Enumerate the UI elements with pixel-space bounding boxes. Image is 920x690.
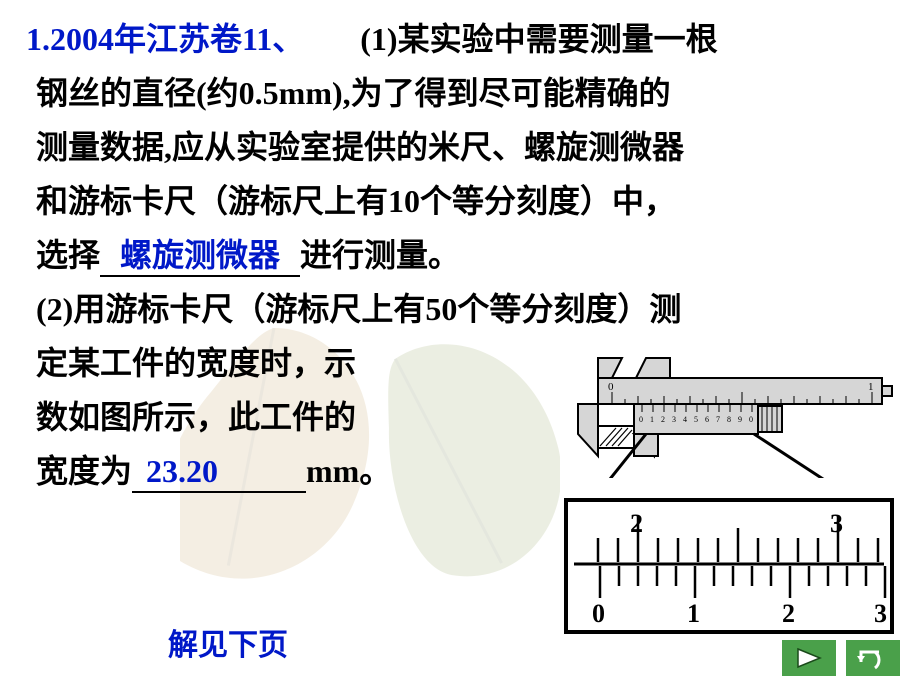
q1-line2: 钢丝的直径(约0.5mm),为了得到尽可能精确的 (36, 66, 906, 120)
detail-top-2: 2 (630, 509, 643, 538)
detail-bot-3: 3 (874, 599, 887, 628)
see-next-link-label: 解见下页 (168, 629, 288, 662)
q2-suffix: mm。 (306, 453, 391, 489)
detail-bot-0: 0 (592, 599, 605, 628)
see-next-link[interactable]: 解见下页 (168, 620, 288, 664)
svg-text:5: 5 (694, 415, 698, 424)
detail-bot-1: 1 (687, 599, 700, 628)
q1-line3: 测量数据,应从实验室提供的米尺、螺旋测微器 (36, 120, 906, 174)
svg-text:0: 0 (639, 415, 643, 424)
detail-bot-2: 2 (782, 599, 795, 628)
svg-text:7: 7 (716, 415, 720, 424)
caliper-figure: 0 1 0 1 2 3 4 5 (564, 356, 894, 478)
slide: 1.2004年江苏卷11、 (1)某实验中需要测量一根 钢丝的直径(约0.5mm… (0, 0, 920, 690)
svg-text:9: 9 (738, 415, 742, 424)
q2-line4: 宽度为 23.20 mm。 (36, 444, 556, 498)
main-scale-1: 1 (868, 381, 874, 393)
return-button[interactable] (846, 640, 900, 676)
main-scale-0: 0 (608, 381, 614, 393)
play-icon (794, 647, 824, 669)
q1-suffix: 进行测量。 (300, 237, 460, 273)
svg-text:4: 4 (683, 415, 687, 424)
q1-prefix: 选择 (36, 237, 100, 273)
svg-text:8: 8 (727, 415, 731, 424)
svg-text:6: 6 (705, 415, 709, 424)
q1-line4: 和游标卡尺（游标尺上有10个等分刻度）中， (36, 174, 906, 228)
return-icon (855, 646, 891, 670)
next-button[interactable] (782, 640, 836, 676)
q2-line2: 定某工件的宽度时，示 (36, 336, 556, 390)
svg-text:2: 2 (661, 415, 665, 424)
q2-prefix: 宽度为 (36, 453, 132, 489)
q2-answer: 23.20 (146, 453, 218, 489)
line-1: 1.2004年江苏卷11、 (1)某实验中需要测量一根 (26, 12, 896, 66)
source-label: 1.2004年江苏卷11、 (26, 21, 304, 57)
svg-text:0: 0 (749, 415, 753, 424)
q2-line1: (2)用游标卡尺（游标尺上有50个等分刻度）测 (36, 282, 906, 336)
q1-lead: (1)某实验中需要测量一根 (360, 21, 717, 57)
scale-detail: 2 3 0 1 2 3 (564, 498, 894, 634)
svg-text:1: 1 (650, 415, 654, 424)
q1-answer: 螺旋测微器 (120, 237, 280, 273)
svg-text:3: 3 (672, 415, 676, 424)
detail-top-3: 3 (830, 509, 843, 538)
q2-line3: 数如图所示，此工件的 (36, 390, 556, 444)
q1-line5: 选择螺旋测微器进行测量。 (36, 228, 906, 282)
